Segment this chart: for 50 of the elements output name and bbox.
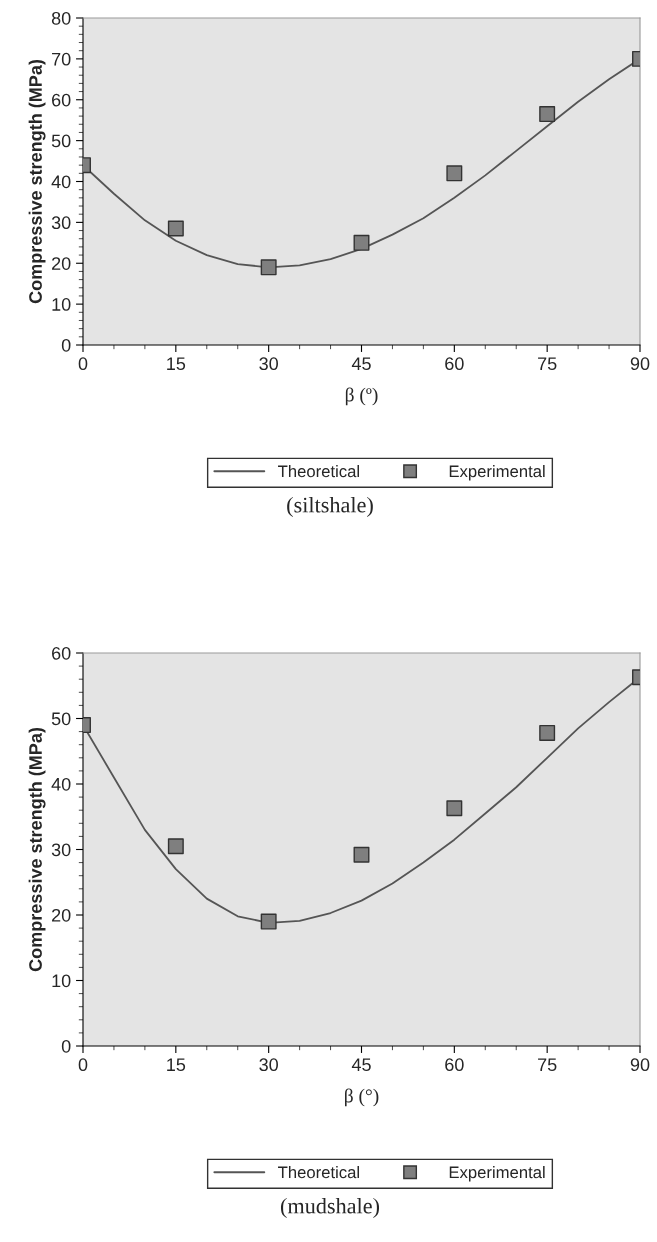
x-axis-title: β (º) bbox=[345, 387, 378, 406]
point bbox=[167, 220, 184, 237]
y-axis-title: Compressive strength (MPa) bbox=[28, 59, 46, 304]
x-tick-label: 30 bbox=[259, 357, 278, 371]
point bbox=[446, 800, 463, 817]
point bbox=[167, 838, 184, 855]
point bbox=[260, 259, 277, 276]
point bbox=[353, 846, 370, 863]
x-tick-label: 30 bbox=[259, 1058, 278, 1072]
legend-label: Theoretical bbox=[278, 1166, 359, 1179]
point bbox=[446, 165, 463, 182]
y-tick-label: 30 bbox=[51, 843, 71, 857]
point bbox=[539, 724, 556, 741]
x-axis-title: β (°) bbox=[345, 1088, 379, 1107]
y-tick-label: 20 bbox=[52, 257, 71, 270]
x-tick-label: 60 bbox=[445, 357, 464, 371]
y-tick-label: 10 bbox=[52, 974, 71, 988]
y-axis-title: Compressive strength (MPa) bbox=[28, 727, 46, 972]
y-tick-label: 60 bbox=[52, 646, 71, 660]
x-tick-label: 15 bbox=[167, 357, 186, 371]
x-tick-label: 45 bbox=[351, 1058, 371, 1072]
x-tick-label: 60 bbox=[445, 1058, 464, 1072]
y-tick-label: 40 bbox=[51, 175, 71, 189]
y-tick-label: 50 bbox=[51, 712, 71, 726]
x-tick-label: 0 bbox=[78, 1058, 88, 1072]
x-tick-label: 75 bbox=[538, 357, 557, 371]
x-tick-label: 15 bbox=[167, 1058, 186, 1072]
legend-label: Experimental bbox=[449, 1166, 545, 1182]
x-tick-label: 90 bbox=[630, 357, 650, 371]
y-tick-label: 70 bbox=[52, 52, 71, 66]
y-tick-label: 60 bbox=[52, 93, 71, 107]
x-tick-label: 75 bbox=[538, 1058, 557, 1072]
y-tick-label: 0 bbox=[61, 1039, 71, 1053]
y-tick-label: 0 bbox=[61, 338, 71, 352]
y-tick-label: 50 bbox=[51, 134, 71, 148]
legend-label: Experimental bbox=[449, 465, 545, 481]
text: (mudshale) bbox=[280, 1197, 380, 1219]
legend-label: Theoretical bbox=[278, 465, 359, 478]
y-tick-label: 40 bbox=[51, 777, 71, 791]
point bbox=[260, 913, 277, 930]
point bbox=[353, 234, 370, 251]
x-tick-label: 45 bbox=[351, 357, 371, 371]
point bbox=[539, 106, 556, 123]
y-tick-label: 10 bbox=[52, 298, 71, 311]
x-tick-label: 90 bbox=[630, 1058, 650, 1072]
y-tick-label: 30 bbox=[51, 216, 71, 230]
x-tick-label: 0 bbox=[78, 357, 88, 371]
y-tick-label: 20 bbox=[52, 908, 71, 922]
y-tick-label: 80 bbox=[51, 11, 71, 25]
text: (siltshale) bbox=[287, 496, 373, 518]
